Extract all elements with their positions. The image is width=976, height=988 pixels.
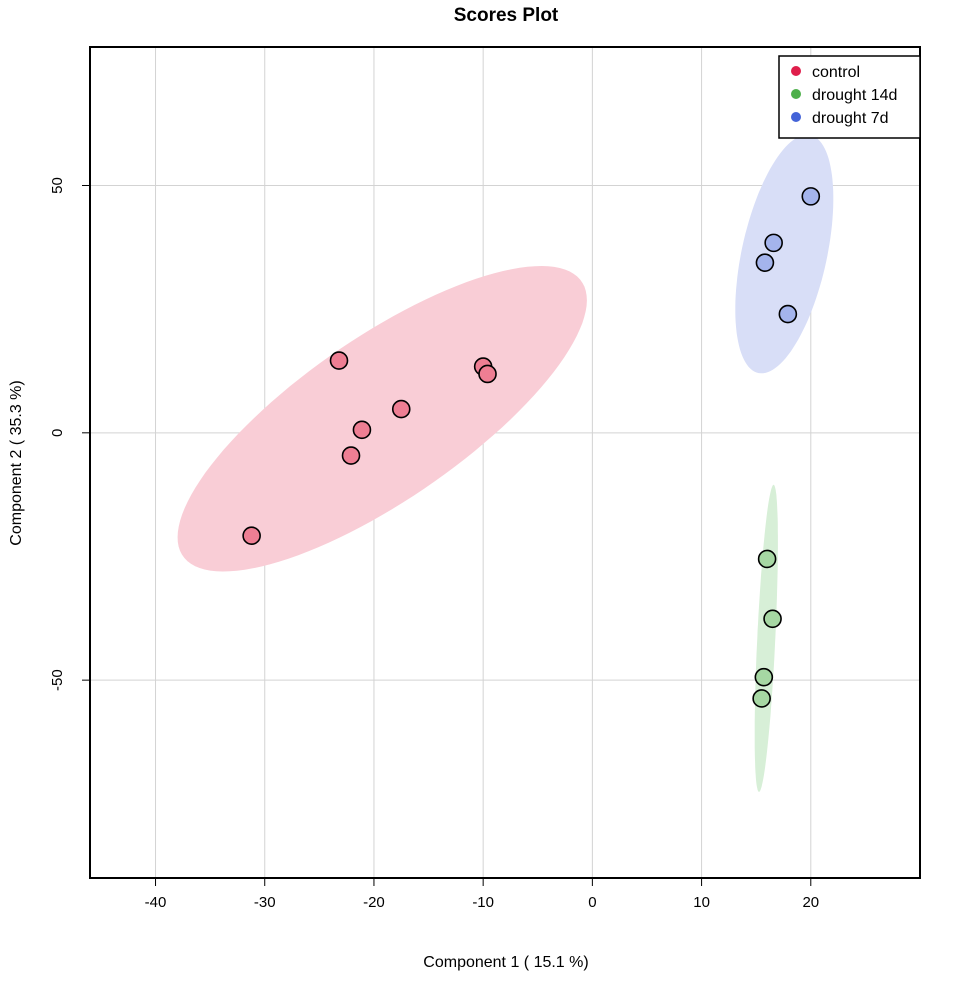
y-tick-label: -50 (49, 669, 66, 691)
legend-label: control (812, 64, 860, 81)
x-axis-label: Component 1 ( 15.1 %) (423, 954, 588, 971)
x-tick-label: 10 (693, 894, 710, 911)
ellipse-drought-7d (735, 134, 834, 374)
y-axis-label: Component 2 ( 35.3 %) (8, 380, 25, 545)
legend-label: drought 14d (812, 87, 897, 104)
point-control (478, 364, 497, 384)
point-drought-7d (764, 233, 783, 253)
legend-marker (791, 112, 801, 122)
x-tick-label: -30 (254, 894, 276, 911)
chart-title: Scores Plot (454, 5, 559, 26)
x-tick-label: -10 (472, 894, 494, 911)
legend-marker (791, 89, 801, 99)
point-drought-14d (754, 667, 774, 687)
point-drought-7d (801, 187, 821, 206)
point-control (329, 351, 349, 370)
ellipse-control (177, 266, 587, 572)
x-tick-label: 20 (802, 894, 819, 911)
ellipse-drought-14d (754, 484, 778, 792)
plot-frame (89, 46, 921, 879)
data-points (242, 187, 821, 708)
legend-label: drought 7d (812, 110, 889, 127)
point-drought-7d (778, 304, 798, 324)
y-tick-label: 0 (49, 429, 66, 437)
point-drought-14d (763, 609, 782, 629)
x-tick-label: -20 (363, 894, 385, 911)
point-control (242, 526, 261, 546)
legend-marker (791, 66, 801, 76)
confidence-ellipses (177, 134, 834, 792)
point-control (391, 399, 411, 419)
point-control (352, 420, 372, 440)
point-drought-7d (755, 253, 775, 272)
axes: -40 -30 -20 -10 0 10 20 -50 0 50 (49, 177, 819, 911)
point-drought-14d (757, 549, 777, 569)
point-drought-14d (752, 689, 771, 708)
y-tick-label: 50 (49, 177, 66, 194)
x-tick-label: 0 (588, 894, 596, 911)
x-tick-label: -40 (145, 894, 167, 911)
point-control (341, 446, 361, 465)
legend-box (778, 55, 921, 139)
legend: control drought 14d drought 7d (778, 55, 921, 139)
